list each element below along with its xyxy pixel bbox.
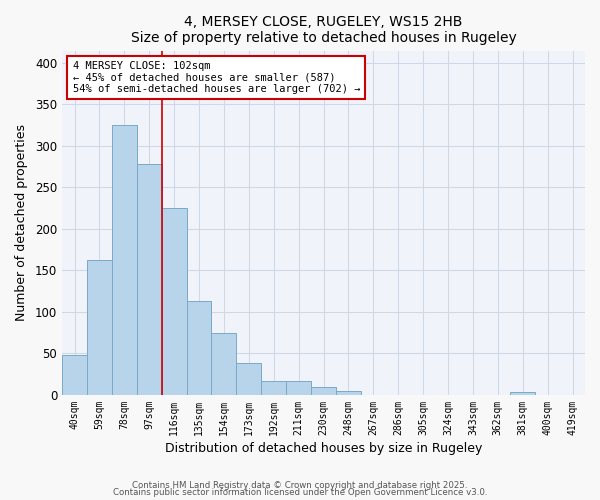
Text: 4 MERSEY CLOSE: 102sqm
← 45% of detached houses are smaller (587)
54% of semi-de: 4 MERSEY CLOSE: 102sqm ← 45% of detached… — [73, 61, 360, 94]
Bar — [87, 260, 112, 395]
Bar — [311, 386, 336, 395]
Text: Contains public sector information licensed under the Open Government Licence v3: Contains public sector information licen… — [113, 488, 487, 497]
Bar — [336, 391, 361, 395]
Bar — [510, 392, 535, 395]
Bar — [137, 164, 161, 395]
Title: 4, MERSEY CLOSE, RUGELEY, WS15 2HB
Size of property relative to detached houses : 4, MERSEY CLOSE, RUGELEY, WS15 2HB Size … — [131, 15, 517, 45]
X-axis label: Distribution of detached houses by size in Rugeley: Distribution of detached houses by size … — [165, 442, 482, 455]
Bar — [236, 364, 261, 395]
Bar — [62, 355, 87, 395]
Bar — [112, 125, 137, 395]
Bar — [261, 381, 286, 395]
Bar — [187, 301, 211, 395]
Y-axis label: Number of detached properties: Number of detached properties — [15, 124, 28, 321]
Bar — [286, 381, 311, 395]
Bar — [211, 332, 236, 395]
Bar — [161, 208, 187, 395]
Text: Contains HM Land Registry data © Crown copyright and database right 2025.: Contains HM Land Registry data © Crown c… — [132, 480, 468, 490]
